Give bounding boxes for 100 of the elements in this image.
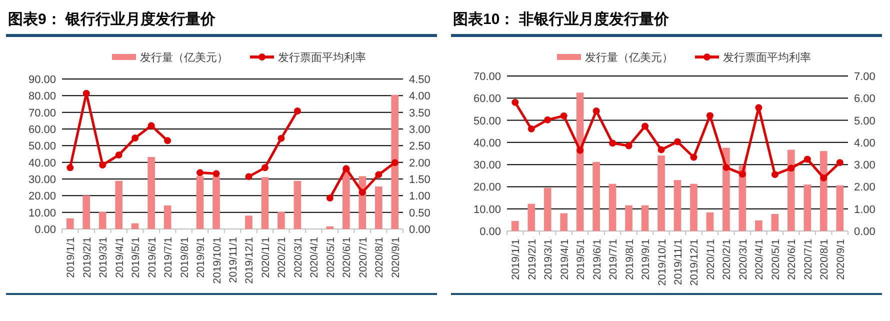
y-tick-label: 70.00 — [473, 71, 501, 83]
y-tick-label: 10.00 — [473, 204, 501, 216]
x-tick-label: 2019/1/1 — [510, 238, 522, 280]
y-tick-label: 60.00 — [28, 124, 56, 136]
bar — [278, 212, 285, 229]
x-tick-label: 2020/8/1 — [374, 236, 386, 278]
point — [391, 159, 398, 166]
bar — [342, 169, 350, 229]
bar — [788, 150, 795, 231]
y2-tick-label: 1.00 — [854, 204, 876, 216]
point — [836, 159, 844, 166]
x-tick-label: 2020/2/1 — [276, 236, 288, 278]
bar — [374, 186, 382, 229]
point — [706, 112, 714, 120]
y-tick-label: 50.00 — [28, 140, 56, 153]
y-tick-label: 40.00 — [473, 137, 501, 150]
bar — [722, 148, 730, 231]
point — [132, 134, 139, 142]
bar — [98, 212, 106, 229]
bar — [391, 94, 399, 229]
x-tick-label: 2019/8/1 — [624, 238, 636, 280]
y2-tick-label: 3.50 — [409, 107, 430, 120]
legend-label: 发行票面平均利率 — [723, 51, 811, 64]
x-tick-label: 2020/6/1 — [786, 238, 798, 280]
x-tick-label: 2020/5/1 — [324, 236, 337, 278]
y-tick-label: 60.00 — [473, 93, 501, 106]
bar — [164, 206, 172, 229]
bar — [674, 180, 682, 231]
x-tick-label: 2019/3/1 — [542, 238, 555, 280]
x-tick-label: 2019/10/1 — [211, 236, 224, 284]
legend-label: 发行量（亿美元） — [140, 51, 228, 64]
point — [278, 134, 285, 142]
x-tick-label: 2020/4/1 — [308, 236, 321, 278]
y2-tick-label: 4.00 — [409, 90, 430, 103]
y-tick-label: 20.00 — [28, 190, 56, 203]
y2-tick-label: 6.00 — [854, 93, 876, 106]
point — [820, 174, 828, 182]
x-tick-label: 2019/9/1 — [195, 236, 208, 278]
point — [342, 165, 350, 172]
bar — [528, 204, 536, 231]
x-tick-label: 2019/4/1 — [114, 236, 126, 278]
bar — [755, 220, 762, 231]
chart-title: 图表9： 银行行业月度发行量价 — [8, 10, 217, 28]
bar — [560, 213, 568, 231]
bar — [66, 218, 74, 229]
point — [261, 164, 268, 172]
legend-label: 发行量（亿美元） — [585, 51, 673, 64]
y2-tick-label: 3.00 — [854, 160, 876, 172]
y2-tick-label: 2.00 — [854, 182, 876, 194]
x-tick-label: 2019/12/1 — [688, 238, 701, 286]
x-tick-label: 2020/2/1 — [721, 238, 734, 280]
x-tick-label: 2020/3/1 — [737, 238, 750, 280]
bar — [115, 180, 122, 229]
y2-tick-label: 4.50 — [409, 74, 430, 86]
point — [642, 122, 649, 130]
y2-tick-label: 5.00 — [854, 115, 876, 128]
y-tick-label: 0.00 — [34, 224, 56, 236]
y2-tick-label: 0.00 — [409, 224, 430, 236]
bar — [511, 221, 519, 231]
bar — [131, 223, 139, 229]
x-tick-label: 2019/11/1 — [672, 238, 684, 285]
point — [755, 104, 762, 112]
y-tick-label: 40.00 — [28, 157, 56, 170]
y-tick-label: 50.00 — [473, 115, 501, 128]
point — [326, 194, 334, 202]
x-tick-label: 2019/12/1 — [244, 236, 256, 284]
y2-tick-label: 2.00 — [409, 157, 430, 170]
x-tick-label: 2019/2/1 — [81, 236, 94, 278]
x-tick-label: 2019/9/1 — [640, 238, 652, 280]
point — [528, 125, 535, 132]
x-tick-label: 2020/7/1 — [357, 236, 370, 278]
bar — [706, 212, 714, 231]
bar — [196, 176, 204, 229]
x-tick-label: 2019/2/1 — [526, 238, 538, 280]
point — [196, 169, 204, 176]
y2-tick-label: 1.00 — [409, 190, 430, 203]
x-tick-label: 2019/10/1 — [656, 238, 668, 286]
chart-title: 图表10： 非银行业月度发行量价 — [453, 10, 670, 28]
x-tick-label: 2019/11/1 — [228, 236, 240, 283]
y-tick-label: 0.00 — [480, 226, 501, 238]
bar — [658, 155, 665, 231]
x-tick-label: 2020/5/1 — [770, 238, 782, 280]
point — [804, 156, 811, 163]
point — [592, 107, 600, 114]
bar — [245, 216, 252, 229]
y2-tick-label: 3.00 — [409, 124, 430, 136]
y2-tick-label: 1.50 — [409, 174, 430, 186]
point — [738, 170, 746, 178]
bar — [836, 185, 844, 231]
bar — [771, 214, 779, 231]
x-tick-label: 2019/6/1 — [146, 236, 158, 278]
y2-tick-label: 7.00 — [854, 71, 876, 83]
x-tick-label: 2019/6/1 — [591, 238, 604, 280]
point — [82, 90, 90, 97]
y-tick-label: 20.00 — [473, 182, 501, 194]
x-tick-label: 2020/9/1 — [390, 236, 402, 278]
y-tick-label: 80.00 — [28, 90, 56, 103]
x-tick-label: 2019/7/1 — [162, 236, 175, 278]
bar — [326, 226, 334, 229]
point — [788, 164, 795, 172]
